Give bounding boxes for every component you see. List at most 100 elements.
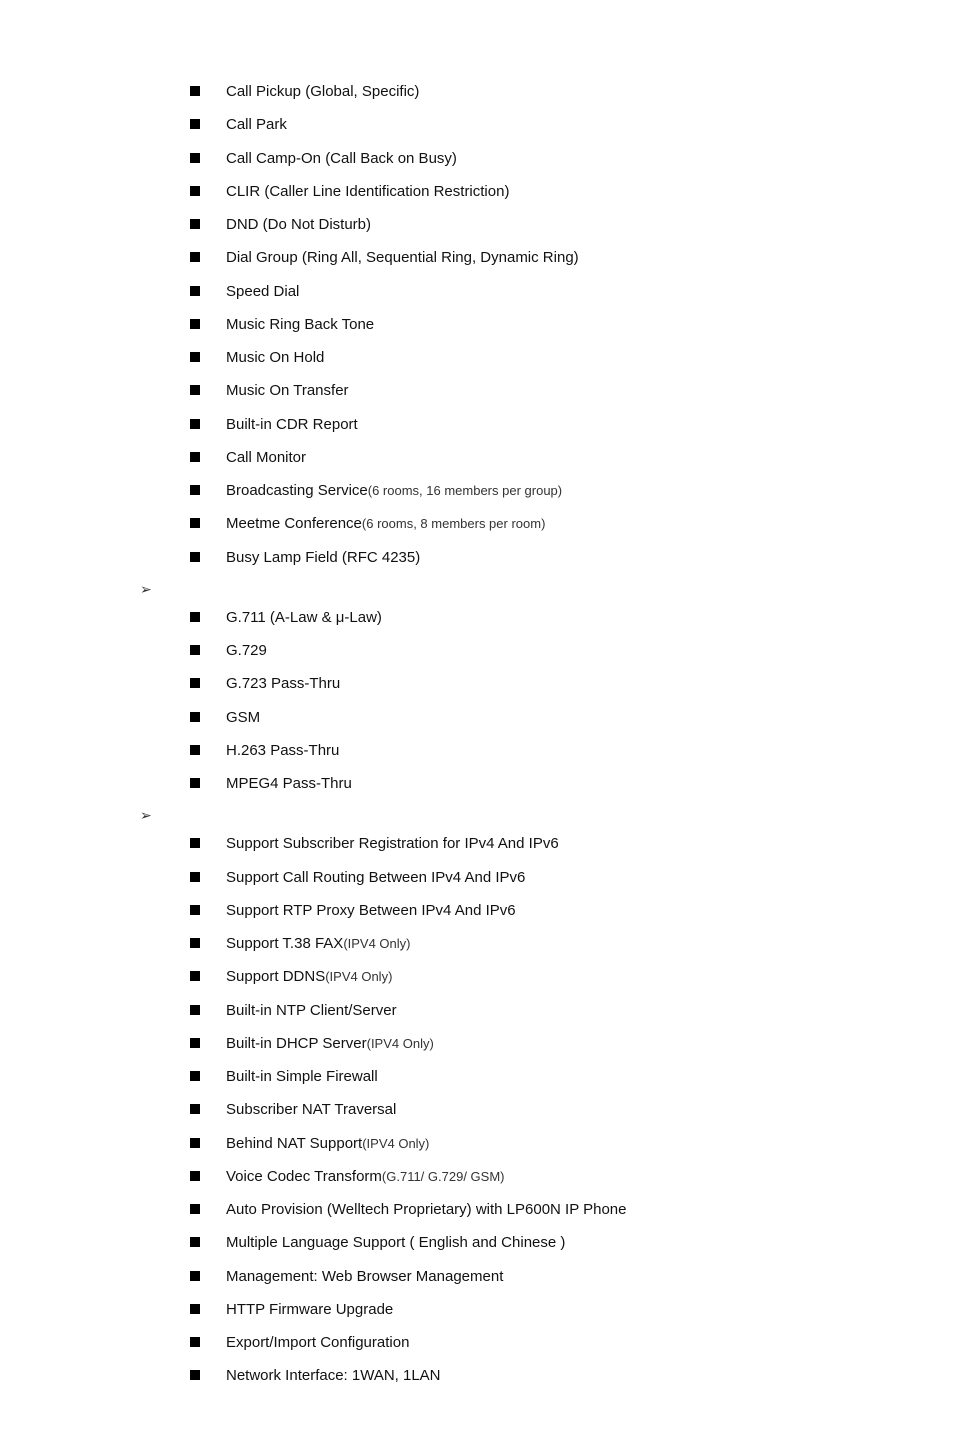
- square-bullet-icon: [190, 1104, 200, 1114]
- list-item: Behind NAT Support (IPV4 Only): [190, 1134, 914, 1154]
- square-bullet-icon: [190, 745, 200, 755]
- list-item: Subscriber NAT Traversal: [190, 1100, 914, 1120]
- square-bullet-icon: [190, 352, 200, 362]
- list-item-text: Support Subscriber Registration for IPv4…: [226, 834, 559, 854]
- list-item-text: Auto Provision (Welltech Proprietary) wi…: [226, 1200, 626, 1220]
- square-bullet-icon: [190, 1271, 200, 1281]
- square-bullet-icon: [190, 1204, 200, 1214]
- square-bullet-icon: [190, 319, 200, 329]
- section-header: ➢: [140, 807, 914, 824]
- list-item-text: Voice Codec Transform: [226, 1167, 382, 1187]
- list-item-text: Export/Import Configuration: [226, 1333, 409, 1353]
- list-item-text: Dial Group (Ring All, Sequential Ring, D…: [226, 248, 579, 268]
- list-item-text: Built-in DHCP Server: [226, 1034, 367, 1054]
- list-item-note: (IPV4 Only): [362, 1136, 429, 1151]
- list-item: Support Call Routing Between IPv4 And IP…: [190, 868, 914, 888]
- square-bullet-icon: [190, 1138, 200, 1148]
- list-item: H.263 Pass-Thru: [190, 741, 914, 761]
- list-item: Music On Transfer: [190, 381, 914, 401]
- list-item: CLIR (Caller Line Identification Restric…: [190, 182, 914, 202]
- list-item: Broadcasting Service (6 rooms, 16 member…: [190, 481, 914, 501]
- list-item: Busy Lamp Field (RFC 4235): [190, 548, 914, 568]
- square-bullet-icon: [190, 518, 200, 528]
- square-bullet-icon: [190, 971, 200, 981]
- square-bullet-icon: [190, 838, 200, 848]
- square-bullet-icon: [190, 219, 200, 229]
- list-item-text: HTTP Firmware Upgrade: [226, 1300, 393, 1320]
- list-item-note: (G.711/ G.729/ GSM): [382, 1169, 505, 1184]
- list-item-text: G.723 Pass-Thru: [226, 674, 340, 694]
- square-bullet-icon: [190, 552, 200, 562]
- list-item: Multiple Language Support ( English and …: [190, 1233, 914, 1253]
- list-item: Built-in CDR Report: [190, 415, 914, 435]
- chevron-right-icon: ➢: [140, 581, 158, 598]
- list-item: Auto Provision (Welltech Proprietary) wi…: [190, 1200, 914, 1220]
- square-bullet-icon: [190, 1237, 200, 1247]
- list-item-text: Support DDNS: [226, 967, 325, 987]
- list-item-text: Meetme Conference: [226, 514, 362, 534]
- item-list: Support Subscriber Registration for IPv4…: [140, 834, 914, 1386]
- square-bullet-icon: [190, 712, 200, 722]
- list-item: DND (Do Not Disturb): [190, 215, 914, 235]
- list-item-note: (IPV4 Only): [367, 1036, 434, 1051]
- list-item: G.729: [190, 641, 914, 661]
- list-item: Management: Web Browser Management: [190, 1267, 914, 1287]
- square-bullet-icon: [190, 612, 200, 622]
- list-item-note: (IPV4 Only): [325, 969, 392, 984]
- square-bullet-icon: [190, 678, 200, 688]
- square-bullet-icon: [190, 419, 200, 429]
- list-item: Built-in Simple Firewall: [190, 1067, 914, 1087]
- list-item: MPEG4 Pass-Thru: [190, 774, 914, 794]
- list-item: Voice Codec Transform (G.711/ G.729/ GSM…: [190, 1167, 914, 1187]
- square-bullet-icon: [190, 905, 200, 915]
- list-item-text: Music Ring Back Tone: [226, 315, 374, 335]
- square-bullet-icon: [190, 1038, 200, 1048]
- section: ➢ Support Subscriber Registration for IPv…: [140, 807, 914, 1386]
- list-item-text: Support RTP Proxy Between IPv4 And IPv6: [226, 901, 516, 921]
- chevron-right-icon: ➢: [140, 807, 158, 824]
- list-item-text: H.263 Pass-Thru: [226, 741, 339, 761]
- list-item-text: Behind NAT Support: [226, 1134, 362, 1154]
- list-item: Support RTP Proxy Between IPv4 And IPv6: [190, 901, 914, 921]
- square-bullet-icon: [190, 645, 200, 655]
- list-item: GSM: [190, 708, 914, 728]
- list-item-text: G.729: [226, 641, 267, 661]
- list-item-text: Built-in Simple Firewall: [226, 1067, 378, 1087]
- square-bullet-icon: [190, 1071, 200, 1081]
- list-item-text: Subscriber NAT Traversal: [226, 1100, 396, 1120]
- square-bullet-icon: [190, 252, 200, 262]
- list-item-text: CLIR (Caller Line Identification Restric…: [226, 182, 509, 202]
- list-item: Call Park: [190, 115, 914, 135]
- list-item: Dial Group (Ring All, Sequential Ring, D…: [190, 248, 914, 268]
- square-bullet-icon: [190, 1337, 200, 1347]
- list-item-text: Network Interface: 1WAN, 1LAN: [226, 1366, 441, 1386]
- list-item-note: (IPV4 Only): [343, 936, 410, 951]
- list-item-text: Busy Lamp Field (RFC 4235): [226, 548, 420, 568]
- list-item-text: Music On Transfer: [226, 381, 349, 401]
- square-bullet-icon: [190, 186, 200, 196]
- square-bullet-icon: [190, 1304, 200, 1314]
- square-bullet-icon: [190, 385, 200, 395]
- square-bullet-icon: [190, 452, 200, 462]
- square-bullet-icon: [190, 485, 200, 495]
- list-item-text: DND (Do Not Disturb): [226, 215, 371, 235]
- list-item-text: Built-in NTP Client/Server: [226, 1001, 397, 1021]
- list-item: Support DDNS (IPV4 Only): [190, 967, 914, 987]
- list-item: Export/Import Configuration: [190, 1333, 914, 1353]
- list-item: Speed Dial: [190, 282, 914, 302]
- list-item: G.723 Pass-Thru: [190, 674, 914, 694]
- list-item-text: Management: Web Browser Management: [226, 1267, 503, 1287]
- square-bullet-icon: [190, 119, 200, 129]
- section: Call Pickup (Global, Specific)Call ParkC…: [140, 82, 914, 568]
- list-item-text: Call Monitor: [226, 448, 306, 468]
- list-item: Support T.38 FAX (IPV4 Only): [190, 934, 914, 954]
- list-item-text: Speed Dial: [226, 282, 299, 302]
- square-bullet-icon: [190, 1370, 200, 1380]
- square-bullet-icon: [190, 872, 200, 882]
- square-bullet-icon: [190, 778, 200, 788]
- square-bullet-icon: [190, 938, 200, 948]
- list-item-text: Support T.38 FAX: [226, 934, 343, 954]
- section: ➢G.711 (A-Law & μ-Law)G.729G.723 Pass-Th…: [140, 581, 914, 795]
- page: Call Pickup (Global, Specific)Call ParkC…: [0, 0, 954, 1440]
- list-item-text: Call Camp-On (Call Back on Busy): [226, 149, 457, 169]
